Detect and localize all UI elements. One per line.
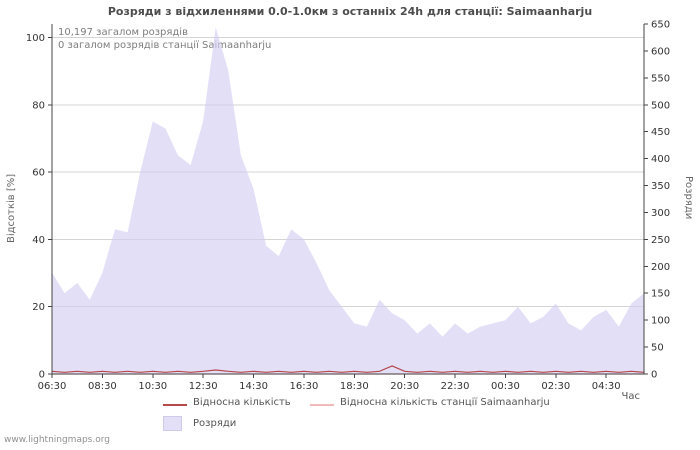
svg-text:650: 650 — [651, 20, 670, 31]
svg-text:0: 0 — [39, 370, 45, 381]
svg-text:12:30: 12:30 — [189, 381, 218, 392]
svg-text:40: 40 — [32, 235, 45, 246]
svg-text:04:30: 04:30 — [592, 381, 621, 392]
svg-text:450: 450 — [651, 127, 670, 138]
legend-relative-count-label: Відносна кількість — [193, 397, 291, 408]
svg-text:600: 600 — [651, 46, 670, 57]
svg-text:100: 100 — [651, 316, 670, 327]
svg-text:0: 0 — [651, 370, 657, 381]
annotation-station-total-discharges: 0 загалом розрядів станції Saimaanharju — [58, 40, 272, 51]
svg-text:22:30: 22:30 — [441, 381, 470, 392]
chart-title: Розряди з відхиленнями 0.0-1.0км з остан… — [107, 5, 593, 18]
svg-text:14:30: 14:30 — [239, 381, 268, 392]
svg-text:200: 200 — [651, 262, 670, 273]
site-link[interactable]: www.lightningmaps.org — [4, 435, 110, 445]
svg-text:300: 300 — [651, 208, 670, 219]
discharges-area-swatch-icon — [163, 416, 182, 431]
svg-text:08:30: 08:30 — [88, 381, 117, 392]
x-axis-label: Час — [621, 391, 640, 402]
svg-text:20: 20 — [32, 302, 45, 313]
svg-text:50: 50 — [651, 343, 664, 354]
annotation-total-discharges: 10,197 загалом розрядів — [58, 27, 188, 38]
svg-text:100: 100 — [26, 33, 45, 44]
svg-text:250: 250 — [651, 235, 670, 246]
svg-text:20:30: 20:30 — [390, 381, 419, 392]
legend-station-relative-count-label: Відносна кількість станції Saimaanharju — [340, 397, 550, 408]
svg-text:150: 150 — [651, 289, 670, 300]
svg-text:16:30: 16:30 — [290, 381, 319, 392]
svg-text:80: 80 — [32, 100, 45, 111]
station-relative-count-line-swatch-icon — [310, 404, 334, 406]
svg-text:10:30: 10:30 — [138, 381, 167, 392]
svg-text:500: 500 — [651, 100, 670, 111]
svg-text:60: 60 — [32, 168, 45, 179]
svg-text:550: 550 — [651, 73, 670, 84]
svg-text:02:30: 02:30 — [541, 381, 570, 392]
svg-text:00:30: 00:30 — [491, 381, 520, 392]
relative-count-line-swatch-icon — [163, 404, 187, 406]
svg-text:18:30: 18:30 — [340, 381, 369, 392]
svg-text:400: 400 — [651, 154, 670, 165]
svg-text:350: 350 — [651, 181, 670, 192]
legend-discharges-label: Розряди — [193, 418, 237, 429]
svg-text:06:30: 06:30 — [38, 381, 67, 392]
